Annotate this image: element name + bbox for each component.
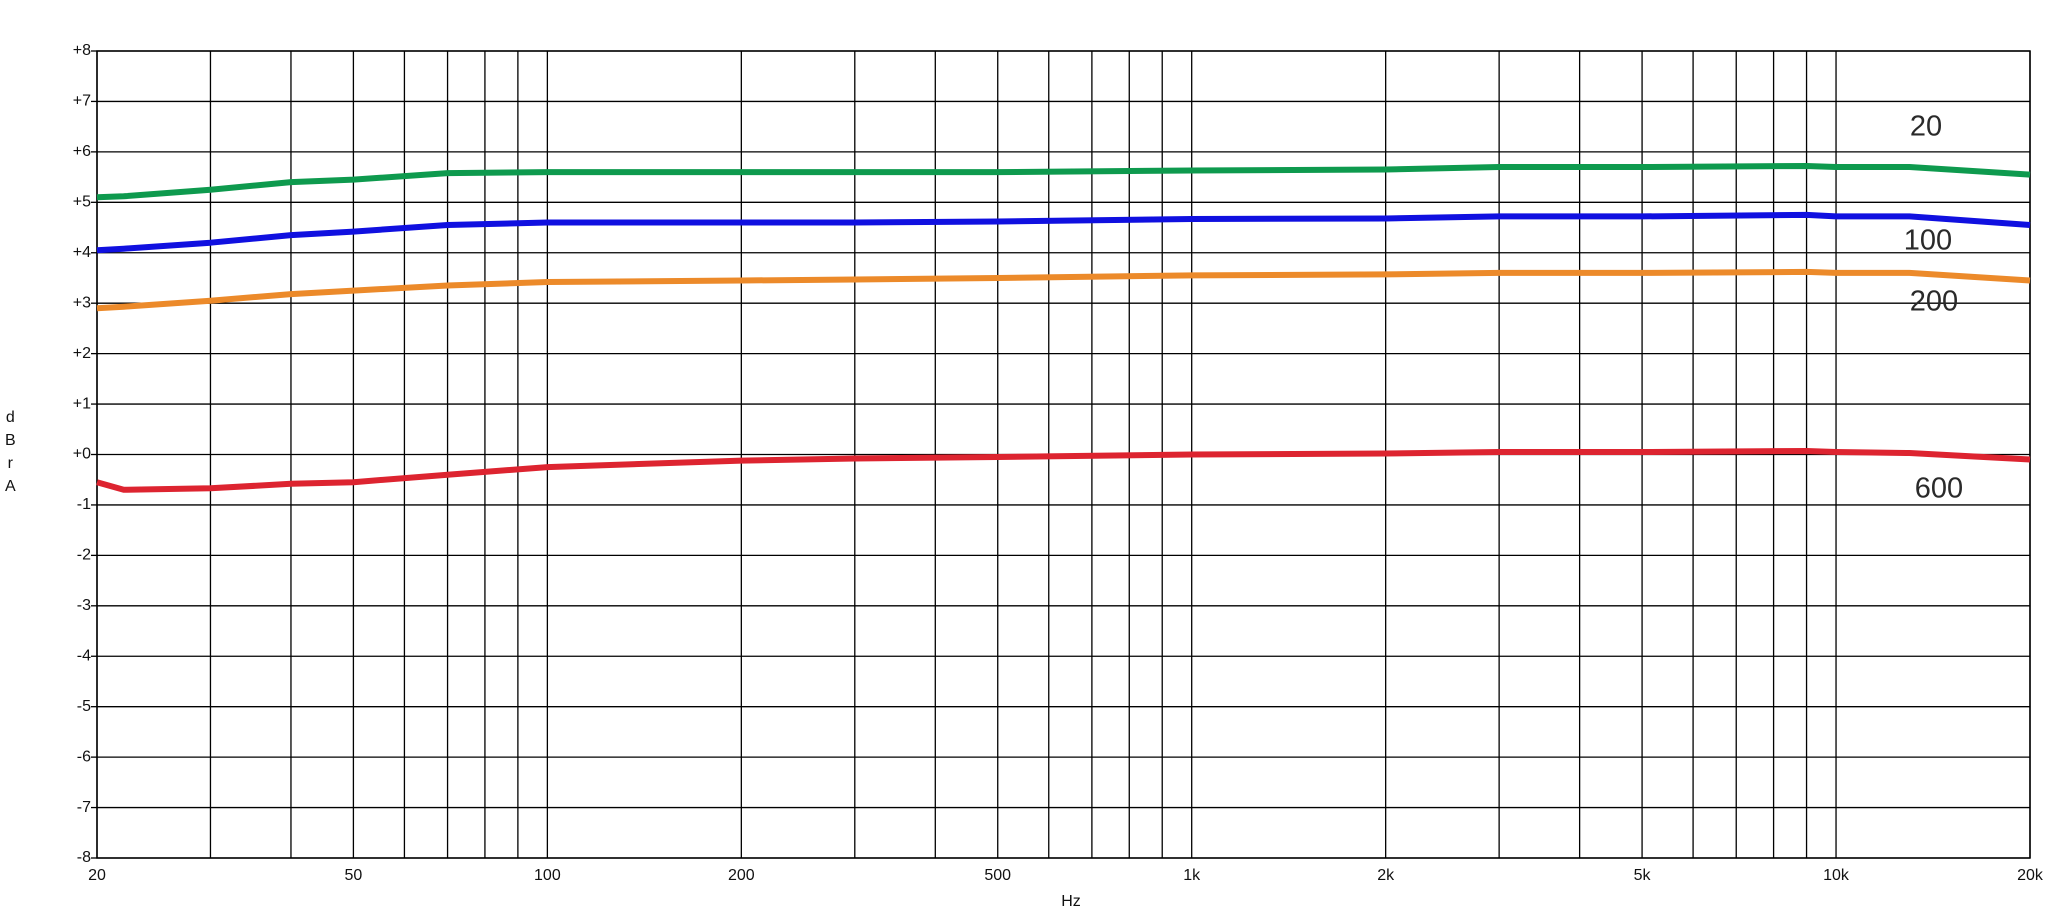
x-tick-label: 500 (984, 867, 1011, 884)
y-axis-label: dBrA (2, 409, 19, 501)
y-tick-label: +0 (73, 446, 91, 463)
y-tick-label: -7 (77, 799, 91, 816)
series-label: 200 (1910, 286, 1958, 318)
y-tick-label: +2 (73, 345, 91, 362)
y-tick-label: -1 (77, 496, 91, 513)
x-tick-label: 50 (345, 867, 363, 884)
y-tick-label: -4 (77, 647, 91, 664)
x-tick-label: 100 (534, 867, 561, 884)
y-tick-label: +3 (73, 294, 91, 311)
x-axis-label: Hz (1061, 893, 1081, 910)
y-tick-label: -6 (77, 748, 91, 765)
series-line (96, 448, 2031, 493)
series-label: 100 (1904, 225, 1952, 257)
x-tick-label: 2k (1377, 867, 1395, 884)
x-tick-label: 200 (728, 867, 755, 884)
y-tick-label: +7 (73, 93, 91, 110)
series-label: 20 (1910, 111, 1942, 143)
y-tick-label: -2 (77, 547, 91, 564)
y-tick-label: -5 (77, 698, 91, 715)
y-tick-label: -8 (77, 849, 91, 866)
y-tick-label: +5 (73, 194, 91, 211)
series-line (96, 163, 2031, 201)
x-tick-label: 20k (2017, 867, 2044, 884)
y-tick-label: +6 (73, 143, 91, 160)
y-tick-label: +4 (73, 244, 91, 261)
series-line (96, 211, 2031, 254)
y-tick-label: -3 (77, 597, 91, 614)
x-tick-label: 5k (1634, 867, 1652, 884)
series-label: 600 (1915, 473, 1963, 505)
x-tick-label: 20 (88, 867, 106, 884)
series-line (96, 268, 2031, 312)
y-tick-label: +8 (73, 42, 91, 59)
plot-frame (96, 50, 2031, 859)
x-tick-label: 10k (1823, 867, 1850, 884)
x-tick-label: 1k (1183, 867, 1201, 884)
y-tick-label: +1 (73, 395, 91, 412)
